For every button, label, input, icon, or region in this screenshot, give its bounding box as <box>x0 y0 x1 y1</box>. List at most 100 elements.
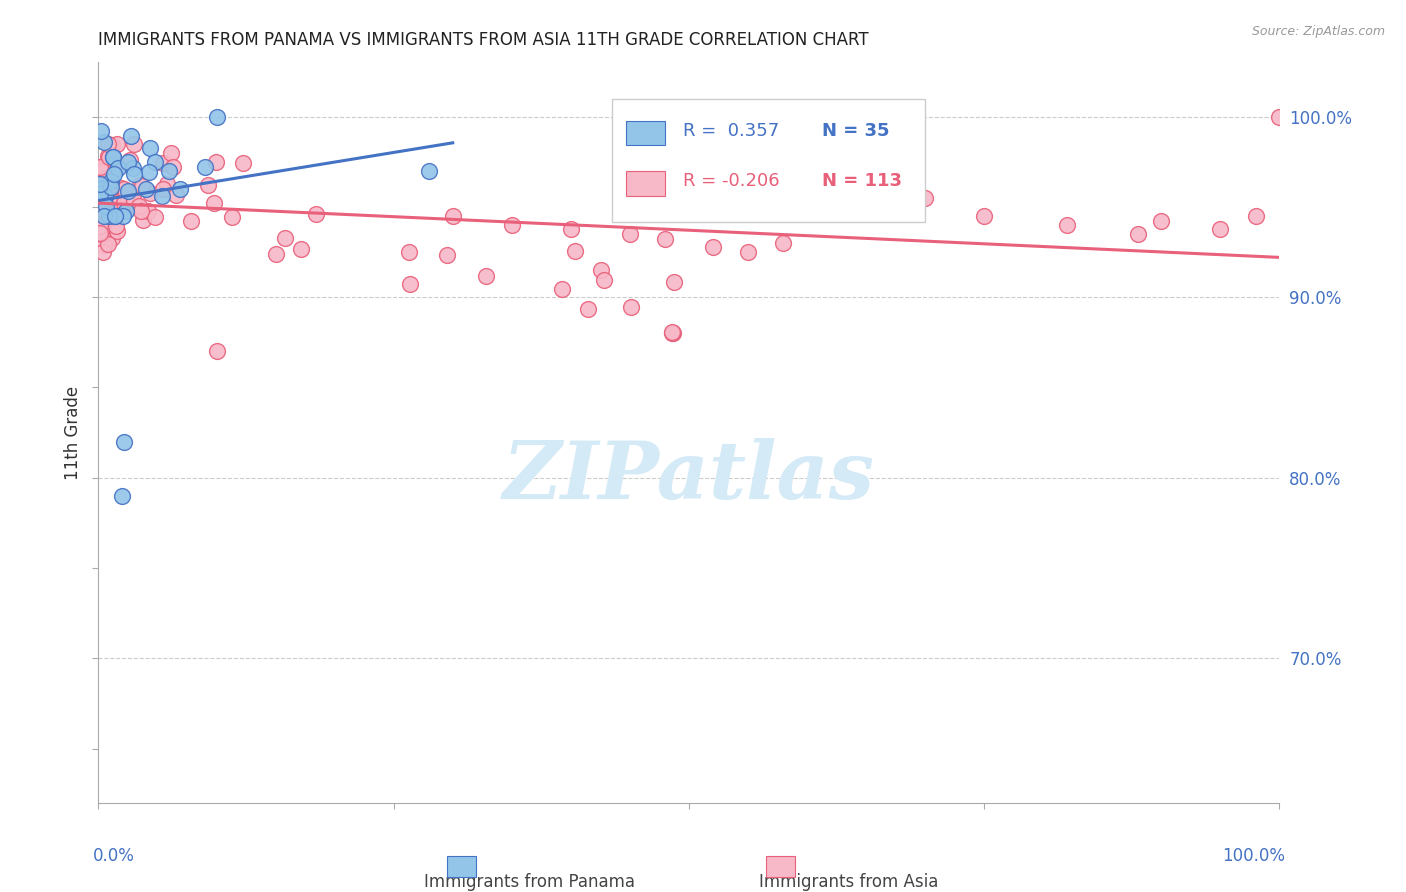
Point <box>399 277 422 291</box>
Point <box>112 195 135 210</box>
Point <box>589 263 612 277</box>
Point <box>619 227 641 241</box>
Point <box>620 300 643 314</box>
Point <box>662 276 685 290</box>
Text: 100.0%: 100.0% <box>1222 847 1285 865</box>
Point <box>112 181 135 195</box>
Point <box>103 150 125 164</box>
Point <box>418 163 440 178</box>
Point <box>131 213 153 227</box>
Point <box>122 136 145 151</box>
Point <box>121 197 143 211</box>
Point <box>89 201 111 215</box>
Point <box>93 159 115 173</box>
Point <box>145 211 167 225</box>
Text: Source: ZipAtlas.com: Source: ZipAtlas.com <box>1251 25 1385 38</box>
Point <box>101 231 124 245</box>
Point <box>205 154 228 169</box>
Text: R =  0.357: R = 0.357 <box>683 121 779 139</box>
Point <box>89 219 111 233</box>
Point <box>93 209 115 223</box>
Point <box>737 200 759 214</box>
Point <box>273 231 295 245</box>
Point <box>90 164 112 178</box>
Point <box>398 245 420 260</box>
Point <box>654 232 676 246</box>
Bar <box>447 856 477 877</box>
Point <box>160 145 183 160</box>
Point <box>205 110 228 124</box>
Point <box>90 124 112 138</box>
Point <box>91 227 114 242</box>
Point <box>112 434 135 449</box>
Point <box>96 175 118 189</box>
Point <box>96 172 118 186</box>
Point <box>89 186 111 200</box>
Point <box>90 178 112 192</box>
Point <box>264 247 287 261</box>
Point <box>796 173 818 187</box>
Point <box>96 208 118 222</box>
Point <box>436 248 458 262</box>
Point <box>441 209 464 223</box>
Point <box>914 191 936 205</box>
Point <box>89 181 111 195</box>
Point <box>104 206 127 220</box>
Point <box>128 198 150 212</box>
Point <box>305 207 328 221</box>
Point <box>89 226 111 240</box>
Point <box>90 181 112 195</box>
Point <box>94 189 117 203</box>
Point <box>122 168 145 182</box>
Point <box>662 326 685 341</box>
Bar <box>626 121 665 145</box>
Point <box>98 188 121 202</box>
Point <box>551 282 574 296</box>
Text: N = 113: N = 113 <box>823 172 903 190</box>
Point <box>661 325 683 339</box>
Point <box>93 189 115 203</box>
Point <box>1056 218 1078 232</box>
Point <box>143 154 166 169</box>
Point <box>96 170 118 185</box>
Point <box>179 214 201 228</box>
Point <box>114 204 136 219</box>
Y-axis label: 11th Grade: 11th Grade <box>63 385 82 480</box>
Point <box>105 136 128 151</box>
Point <box>108 202 131 216</box>
Point <box>105 224 128 238</box>
Point <box>104 209 127 223</box>
Point <box>90 194 112 208</box>
Point <box>107 161 129 175</box>
Point <box>97 183 120 197</box>
Point <box>118 153 141 168</box>
Point <box>661 326 683 341</box>
Point <box>100 174 122 188</box>
Point <box>139 186 162 201</box>
Point <box>100 207 122 221</box>
Point <box>702 191 724 205</box>
Point <box>205 344 228 359</box>
Point <box>93 135 115 149</box>
Point <box>232 156 254 170</box>
Point <box>101 150 124 164</box>
Point <box>290 242 312 256</box>
Point <box>100 180 122 194</box>
Point <box>117 184 139 198</box>
Point <box>135 182 157 196</box>
Point <box>150 189 173 203</box>
Point <box>97 150 120 164</box>
Point <box>197 178 219 192</box>
Point <box>111 209 134 223</box>
Point <box>157 163 180 178</box>
Point <box>97 149 120 163</box>
Text: Immigrants from Panama: Immigrants from Panama <box>425 873 636 891</box>
Point <box>101 138 124 153</box>
Point <box>138 164 160 178</box>
Point <box>122 161 145 176</box>
Point <box>702 239 724 253</box>
Text: R = -0.206: R = -0.206 <box>683 172 780 190</box>
Point <box>107 159 129 173</box>
Point <box>94 199 117 213</box>
Point <box>117 192 139 206</box>
